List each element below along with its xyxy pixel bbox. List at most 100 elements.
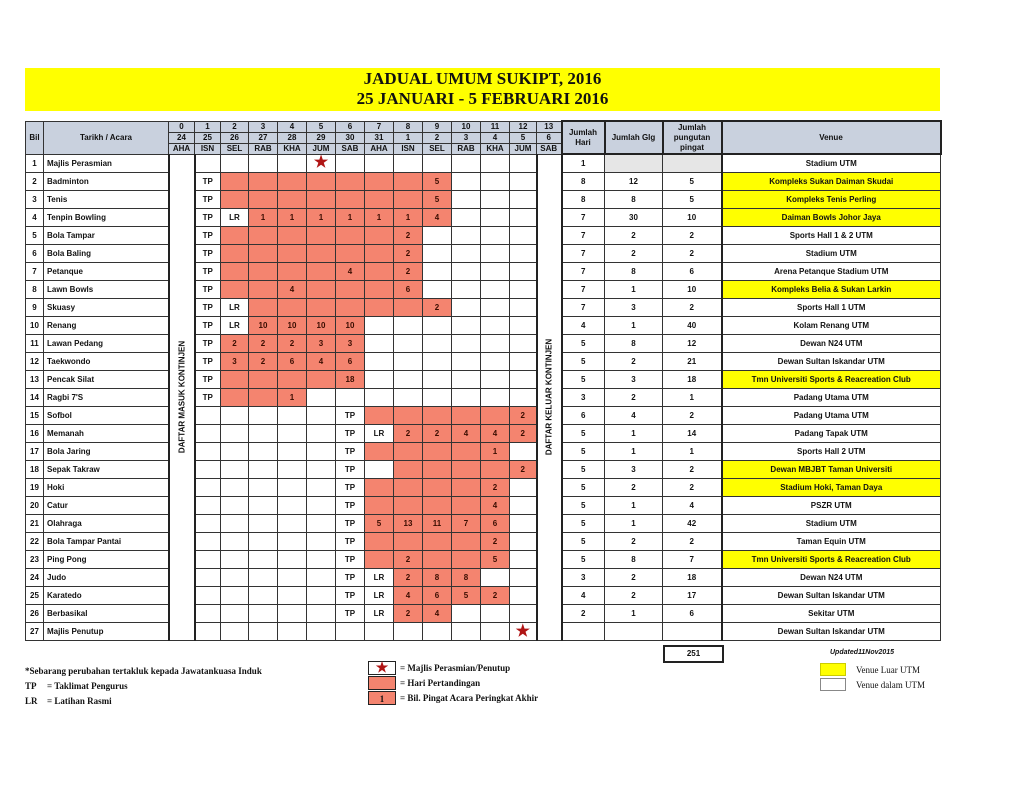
row-games-total: 1 bbox=[604, 604, 663, 623]
schedule-cell bbox=[248, 622, 278, 641]
row-medals-total: 10 bbox=[662, 208, 723, 227]
schedule-cell bbox=[393, 532, 423, 551]
table-row: 10 Renang TP LR 10 10 10 10 4 1 40 Kolam Renang UTM bbox=[25, 316, 941, 335]
schedule-cell bbox=[194, 514, 221, 533]
schedule-cell bbox=[220, 478, 249, 497]
schedule-cell: TP bbox=[335, 532, 365, 551]
row-bil: 24 bbox=[25, 568, 44, 587]
schedule-cell bbox=[364, 442, 394, 461]
schedule-cell: 5 bbox=[422, 172, 452, 191]
row-medals-total: 1 bbox=[662, 442, 723, 461]
schedule-cell bbox=[220, 496, 249, 515]
schedule-cell: LR bbox=[220, 208, 249, 227]
row-days-total: 4 bbox=[561, 316, 605, 335]
row-event-name: Ping Pong bbox=[43, 550, 170, 569]
row-medals-total: 1 bbox=[662, 388, 723, 407]
schedule-title: JADUAL UMUM SUKIPT, 2016 25 JANUARI - 5 … bbox=[25, 68, 940, 111]
schedule-cell bbox=[306, 298, 336, 317]
schedule-cell bbox=[194, 550, 221, 569]
row-bil: 5 bbox=[25, 226, 44, 245]
row-event-name: Catur bbox=[43, 496, 170, 515]
schedule-cell: 4 bbox=[393, 586, 423, 605]
row-bil: 3 bbox=[25, 190, 44, 209]
schedule-cell bbox=[451, 172, 481, 191]
header-day-index: 4 bbox=[277, 120, 307, 133]
schedule-cell: 2 bbox=[393, 262, 423, 281]
schedule-cell bbox=[277, 262, 307, 281]
schedule-cell: TP bbox=[194, 316, 221, 335]
header-venue: Venue bbox=[720, 120, 942, 155]
schedule-cell bbox=[451, 406, 481, 425]
schedule-cell bbox=[248, 424, 278, 443]
schedule-cell bbox=[277, 370, 307, 389]
row-games-total: 12 bbox=[604, 172, 663, 191]
schedule-cell: TP bbox=[335, 514, 365, 533]
title-line-1: JADUAL UMUM SUKIPT, 2016 bbox=[363, 69, 602, 88]
row-days-total: 3 bbox=[561, 388, 605, 407]
schedule-cell bbox=[220, 532, 249, 551]
arrival-column: DAFTAR MASUK KONTINJEN bbox=[167, 153, 196, 641]
row-days-total: 5 bbox=[561, 532, 605, 551]
schedule-cell bbox=[277, 568, 307, 587]
schedule-cell: TP bbox=[335, 406, 365, 425]
header-day-date: 27 bbox=[248, 131, 278, 144]
row-venue: Padang Utama UTM bbox=[721, 388, 941, 407]
schedule-cell: TP bbox=[335, 550, 365, 569]
schedule-cell bbox=[422, 334, 452, 353]
row-days-total: 5 bbox=[561, 550, 605, 569]
table-row: 12 Taekwondo TP 3 2 6 4 6 5 2 21 Dewan Sultan Iskan… bbox=[25, 352, 941, 371]
schedule-cell bbox=[277, 190, 307, 209]
title-line-2: 25 JANUARI - 5 FEBRUARI 2016 bbox=[356, 89, 609, 108]
schedule-cell bbox=[509, 514, 537, 533]
schedule-cell: LR bbox=[364, 568, 394, 587]
schedule-cell bbox=[509, 370, 537, 389]
schedule-cell bbox=[194, 478, 221, 497]
table-row: 6 Bola Baling TP 2 7 2 2 Stadium UTM bbox=[25, 244, 941, 263]
table-row: 19 Hoki TP 2 5 2 2 Stadium Hoki, Taman Daya bbox=[25, 478, 941, 497]
departure-column: DAFTAR KELUAR KONTINJEN bbox=[535, 153, 563, 641]
row-days-total: 5 bbox=[561, 514, 605, 533]
schedule-cell bbox=[393, 172, 423, 191]
table-row: 7 Petanque TP 4 2 7 8 6 Arena Petanque Stadium U… bbox=[25, 262, 941, 281]
row-medals-total: 2 bbox=[662, 460, 723, 479]
row-days-total: 7 bbox=[561, 244, 605, 263]
row-venue: Dewan N24 UTM bbox=[721, 568, 941, 587]
header-day-index: 11 bbox=[480, 120, 510, 133]
schedule-cell bbox=[480, 208, 510, 227]
row-games-total: 1 bbox=[604, 442, 663, 461]
schedule-cell bbox=[306, 388, 336, 407]
schedule-cell bbox=[277, 604, 307, 623]
schedule-cell bbox=[277, 514, 307, 533]
row-medals-total: 40 bbox=[662, 316, 723, 335]
schedule-cell bbox=[393, 334, 423, 353]
schedule-cell bbox=[451, 208, 481, 227]
schedule-cell bbox=[364, 550, 394, 569]
header-medals-total: Jumlah pungutan pingat bbox=[661, 120, 723, 155]
schedule-cell bbox=[364, 226, 394, 245]
row-bil: 23 bbox=[25, 550, 44, 569]
header-day-name: AHA bbox=[168, 142, 195, 155]
schedule-cell: 4 bbox=[480, 424, 510, 443]
schedule-cell: 4 bbox=[422, 604, 452, 623]
header-day-date: 1 bbox=[393, 131, 423, 144]
row-games-total: 2 bbox=[604, 586, 663, 605]
row-games-total: 2 bbox=[604, 388, 663, 407]
schedule-cell: 2 bbox=[509, 460, 537, 479]
schedule-cell: 2 bbox=[220, 334, 249, 353]
row-games-total: 1 bbox=[604, 280, 663, 299]
row-days-total: 5 bbox=[561, 496, 605, 515]
schedule-cell bbox=[335, 153, 365, 173]
row-games-total bbox=[604, 622, 663, 641]
schedule-cell: TP bbox=[194, 190, 221, 209]
header-day-index: 9 bbox=[422, 120, 452, 133]
schedule-cell bbox=[364, 370, 394, 389]
schedule-cell bbox=[248, 280, 278, 299]
schedule-cell: 2 bbox=[480, 532, 510, 551]
header-day-index: 8 bbox=[393, 120, 423, 133]
row-games-total: 3 bbox=[604, 298, 663, 317]
schedule-cell bbox=[451, 604, 481, 623]
header-day-date: 25 bbox=[194, 131, 221, 144]
schedule-cell bbox=[451, 550, 481, 569]
schedule-cell bbox=[277, 550, 307, 569]
schedule-cell bbox=[422, 478, 452, 497]
